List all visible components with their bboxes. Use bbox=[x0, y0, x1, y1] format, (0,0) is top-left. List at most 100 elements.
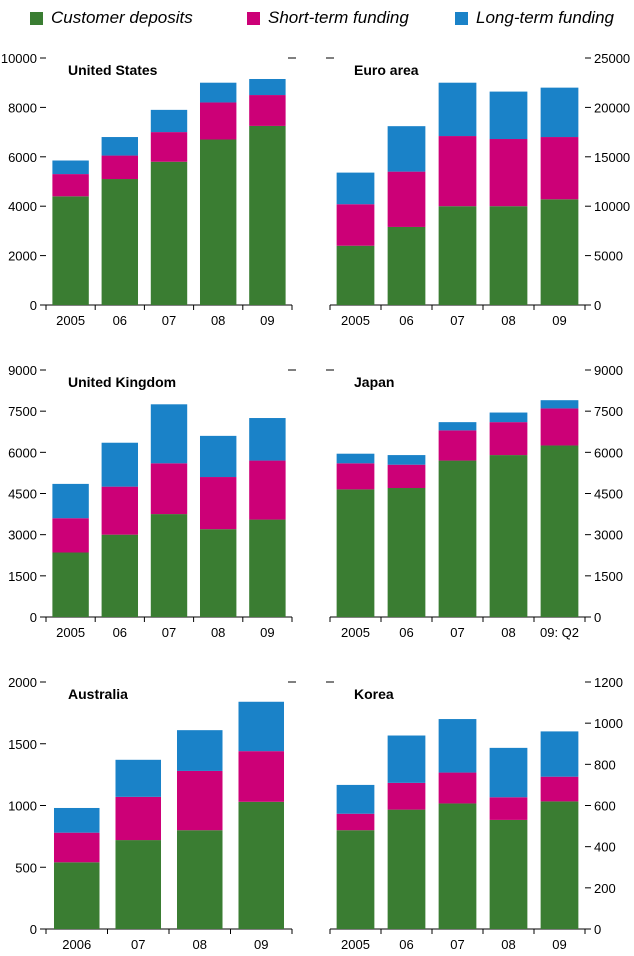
x-tick-label: 08 bbox=[501, 625, 515, 640]
x-tick-label: 2005 bbox=[341, 937, 370, 952]
chart-title: Korea bbox=[354, 686, 394, 702]
bar-long-term-funding bbox=[438, 422, 477, 431]
bar-short-term-funding bbox=[238, 751, 285, 802]
bar-long-term-funding bbox=[540, 87, 579, 138]
y-tick-label: 8000 bbox=[8, 100, 37, 115]
bar-customer-deposits bbox=[52, 196, 89, 305]
x-tick-label: 07 bbox=[450, 625, 464, 640]
x-tick-label: 09: Q2 bbox=[540, 625, 579, 640]
chart-panel-5: 0 500 1000 1500 2000 Australia 2006 07 08 09 bbox=[8, 675, 296, 952]
bar-customer-deposits bbox=[150, 514, 188, 617]
legend-label-short-term-funding: Short-term funding bbox=[268, 8, 409, 27]
chart-panel-6: 0 200 400 600 800 1000 1200 Korea 2005 06 07 08 09 bbox=[326, 675, 623, 952]
bar-short-term-funding bbox=[438, 136, 477, 207]
bar-short-term-funding bbox=[150, 132, 188, 162]
x-tick-label: 09 bbox=[260, 625, 274, 640]
bar-short-term-funding bbox=[540, 408, 579, 446]
y-tick-label: 0 bbox=[30, 922, 37, 937]
bar-long-term-funding bbox=[52, 483, 89, 519]
chart-panel-2: 0 5000 10000 15000 20000 25000 Euro area 2005 06… bbox=[326, 51, 630, 328]
bar-customer-deposits bbox=[115, 840, 162, 929]
bar-customer-deposits bbox=[199, 139, 237, 305]
y-tick-label: 7500 bbox=[8, 404, 37, 419]
bar-short-term-funding bbox=[249, 95, 286, 126]
bar-long-term-funding bbox=[540, 731, 579, 777]
legend-item-short-term-funding: Short-term funding bbox=[247, 8, 409, 28]
y-tick-label: 5000 bbox=[594, 249, 623, 264]
y-tick-label: 3000 bbox=[8, 528, 37, 543]
bar-short-term-funding bbox=[52, 518, 89, 553]
bar-short-term-funding bbox=[489, 422, 528, 456]
y-tick-label: 2000 bbox=[8, 675, 37, 690]
bar-long-term-funding bbox=[115, 759, 162, 797]
bar-customer-deposits bbox=[540, 801, 579, 929]
legend-swatch-customer-deposits bbox=[30, 11, 43, 25]
x-tick-label: 09 bbox=[552, 313, 566, 328]
bar-short-term-funding bbox=[199, 102, 237, 140]
bar-short-term-funding bbox=[150, 463, 188, 515]
y-tick-label: 6000 bbox=[8, 445, 37, 460]
y-tick-label: 6000 bbox=[8, 150, 37, 165]
y-tick-label: 9000 bbox=[594, 363, 623, 378]
bar-long-term-funding bbox=[336, 172, 375, 205]
bar-long-term-funding bbox=[387, 455, 426, 465]
x-tick-label: 2005 bbox=[341, 625, 370, 640]
bar-long-term-funding bbox=[489, 91, 528, 140]
y-tick-label: 4500 bbox=[8, 487, 37, 502]
bar-short-term-funding bbox=[101, 486, 139, 535]
x-tick-label: 06 bbox=[399, 625, 413, 640]
x-tick-label: 06 bbox=[113, 625, 127, 640]
y-tick-label: 1500 bbox=[594, 569, 623, 584]
bar-short-term-funding bbox=[387, 464, 426, 489]
bar-customer-deposits bbox=[249, 519, 286, 617]
bar-long-term-funding bbox=[336, 784, 375, 814]
bar-short-term-funding bbox=[489, 139, 528, 207]
legend-item-long-term-funding: Long-term funding bbox=[455, 8, 614, 28]
bar-customer-deposits bbox=[336, 830, 375, 929]
bar-long-term-funding bbox=[540, 400, 579, 409]
bar-long-term-funding bbox=[238, 701, 285, 752]
bar-long-term-funding bbox=[101, 442, 139, 487]
bar-customer-deposits bbox=[489, 819, 528, 929]
x-tick-label: 2006 bbox=[62, 937, 91, 952]
y-tick-label: 200 bbox=[594, 881, 616, 896]
y-tick-label: 1200 bbox=[594, 675, 623, 690]
bar-long-term-funding bbox=[101, 137, 139, 156]
bar-long-term-funding bbox=[438, 719, 477, 773]
y-tick-label: 0 bbox=[594, 298, 601, 313]
y-tick-label: 0 bbox=[30, 298, 37, 313]
bar-long-term-funding bbox=[489, 747, 528, 798]
x-tick-label: 07 bbox=[450, 937, 464, 952]
y-tick-label: 15000 bbox=[594, 150, 630, 165]
bar-customer-deposits bbox=[540, 445, 579, 617]
bar-short-term-funding bbox=[176, 770, 223, 831]
y-tick-label: 25000 bbox=[594, 51, 630, 66]
legend-swatch-short-term-funding bbox=[247, 11, 260, 25]
y-tick-label: 3000 bbox=[594, 528, 623, 543]
y-tick-label: 0 bbox=[594, 610, 601, 625]
x-tick-label: 08 bbox=[501, 937, 515, 952]
bar-short-term-funding bbox=[438, 430, 477, 461]
bar-long-term-funding bbox=[249, 418, 286, 461]
y-tick-label: 4000 bbox=[8, 199, 37, 214]
bar-short-term-funding bbox=[336, 204, 375, 246]
y-tick-label: 10000 bbox=[594, 199, 630, 214]
chart-title: United States bbox=[68, 62, 158, 78]
bar-customer-deposits bbox=[238, 801, 285, 929]
bar-customer-deposits bbox=[489, 455, 528, 617]
bar-long-term-funding bbox=[150, 109, 188, 133]
chart-panel-1: 0 2000 4000 6000 8000 10000 United States 2005 0… bbox=[1, 51, 296, 328]
x-tick-label: 2005 bbox=[56, 625, 85, 640]
bar-customer-deposits bbox=[540, 199, 579, 305]
x-tick-label: 08 bbox=[193, 937, 207, 952]
bar-customer-deposits bbox=[336, 245, 375, 305]
y-tick-label: 1000 bbox=[594, 716, 623, 731]
x-tick-label: 07 bbox=[162, 313, 176, 328]
chart-title: Japan bbox=[354, 374, 394, 390]
y-tick-label: 400 bbox=[594, 840, 616, 855]
y-tick-label: 0 bbox=[30, 610, 37, 625]
x-tick-label: 2005 bbox=[56, 313, 85, 328]
x-tick-label: 07 bbox=[131, 937, 145, 952]
bar-short-term-funding bbox=[387, 171, 426, 227]
bar-customer-deposits bbox=[199, 529, 237, 617]
